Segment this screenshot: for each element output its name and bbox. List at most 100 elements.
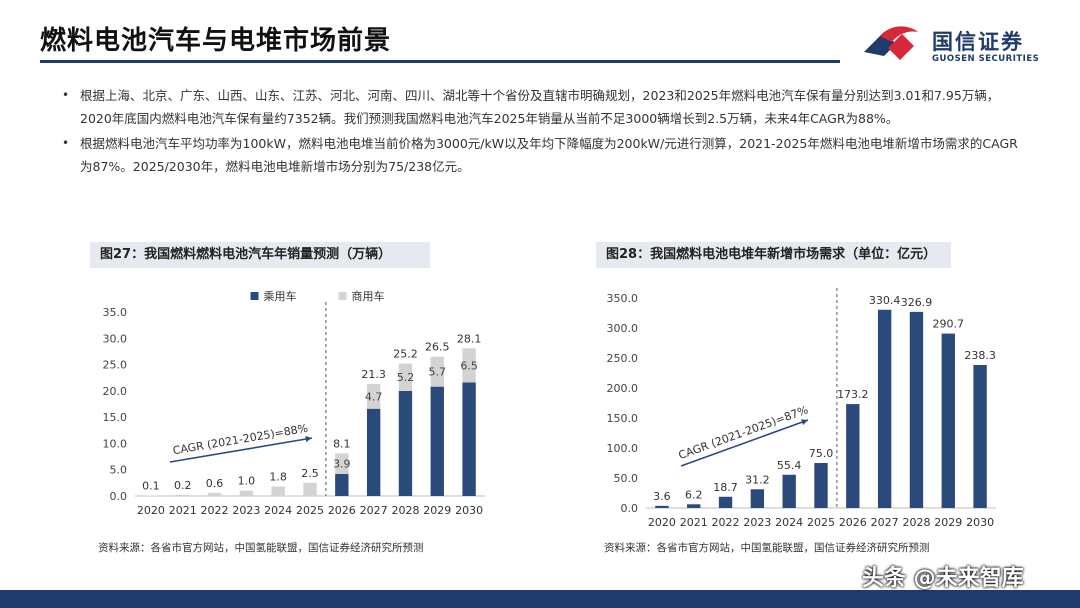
- x-tick-label: 2024: [775, 516, 803, 529]
- bar: [846, 404, 860, 508]
- bar-segment: [335, 473, 349, 496]
- segment-label: 6.5: [460, 359, 478, 372]
- segment-label: 5.7: [429, 366, 447, 379]
- bar: [718, 496, 733, 508]
- y-tick-label: 30.0: [103, 332, 128, 345]
- x-tick-label: 2029: [934, 516, 962, 529]
- bullet-text: 根据上海、北京、广东、山西、山东、江苏、河北、河南、四川、湖北等十个省份及直辖市…: [80, 88, 1000, 126]
- x-tick-label: 2027: [871, 516, 899, 529]
- segment-label: 3.9: [333, 458, 351, 471]
- x-tick-label: 2020: [137, 504, 165, 517]
- data-label: 1.0: [238, 475, 256, 488]
- data-label: 290.7: [933, 318, 965, 331]
- bar-segment: [271, 486, 285, 496]
- bar: [782, 474, 796, 508]
- data-label: 0.6: [206, 477, 224, 490]
- x-tick-label: 2028: [902, 516, 930, 529]
- bar-segment: [239, 490, 254, 496]
- data-label: 326.9: [901, 296, 933, 309]
- x-tick-label: 2021: [680, 516, 708, 529]
- data-label: 75.0: [809, 447, 834, 460]
- x-tick-label: 2023: [743, 516, 771, 529]
- chart-28-caption: 图28：我国燃料电池电堆年新增市场需求（单位：亿元）: [596, 242, 951, 268]
- guosen-logo: 国信证券 GUOSEN SECURITIES: [858, 22, 1068, 68]
- data-label: 31.2: [745, 473, 770, 486]
- data-label: 238.3: [964, 349, 996, 362]
- y-tick-label: 0.0: [621, 502, 639, 515]
- data-label: 28.1: [457, 332, 482, 345]
- data-label: 8.1: [333, 437, 351, 450]
- y-tick-label: 0.0: [110, 490, 128, 503]
- y-tick-label: 350.0: [607, 292, 639, 305]
- x-tick-label: 2023: [232, 504, 260, 517]
- bullet-item: • 根据上海、北京、广东、山西、山东、江苏、河北、河南、四川、湖北等十个省份及直…: [62, 84, 1027, 130]
- y-tick-label: 35.0: [103, 306, 128, 319]
- data-label: 26.5: [425, 341, 450, 354]
- guosen-logo-icon: [864, 26, 918, 60]
- bar-segment: [398, 363, 413, 391]
- bar-segment: [335, 453, 349, 474]
- page-title: 燃料电池汽车与电堆市场前景: [40, 26, 392, 56]
- data-label: 6.2: [685, 488, 703, 501]
- y-tick-label: 25.0: [103, 359, 128, 372]
- y-tick-label: 250.0: [607, 352, 639, 365]
- bar-segment: [462, 348, 476, 383]
- data-label: 18.7: [713, 481, 738, 494]
- x-tick-label: 2021: [169, 504, 197, 517]
- y-tick-label: 150.0: [607, 412, 639, 425]
- bar-segment: [366, 408, 381, 496]
- data-label: 330.4: [869, 294, 901, 307]
- cagr-arrow: [169, 437, 313, 463]
- bar: [655, 505, 669, 508]
- bar: [973, 365, 987, 508]
- x-tick-label: 2028: [391, 504, 419, 517]
- y-tick-label: 100.0: [607, 442, 639, 455]
- chart-27-source: 资料来源：各省市官方网站，中国氢能联盟，国信证券经济研究所预测: [98, 542, 424, 554]
- x-tick-label: 2024: [264, 504, 292, 517]
- chart-27-caption: 图27：我国燃料燃料电池汽车年销量预测（万辆）: [90, 242, 430, 268]
- x-tick-label: 2029: [423, 504, 451, 517]
- watermark: 头条 @未来智库: [862, 566, 1024, 591]
- bullet-list: • 根据上海、北京、广东、山西、山东、江苏、河北、河南、四川、湖北等十个省份及直…: [62, 84, 1027, 180]
- bar-segment: [176, 494, 190, 496]
- x-tick-label: 2027: [360, 504, 388, 517]
- data-label: 25.2: [393, 348, 418, 361]
- data-label: 21.3: [361, 368, 386, 381]
- cagr-arrow: [680, 419, 809, 467]
- y-tick-label: 5.0: [110, 464, 128, 477]
- y-tick-label: 50.0: [614, 472, 639, 485]
- x-tick-label: 2022: [201, 504, 229, 517]
- y-tick-label: 200.0: [607, 382, 639, 395]
- bar-segment: [366, 384, 381, 409]
- logo-subtext: GUOSEN SECURITIES: [932, 54, 1040, 64]
- bar-segment: [144, 495, 158, 496]
- bar-segment: [303, 482, 317, 496]
- bar: [750, 489, 765, 508]
- bar: [877, 309, 892, 508]
- y-tick-label: 20.0: [103, 385, 128, 398]
- legend-swatch: [250, 292, 259, 300]
- data-label: 2.5: [301, 467, 319, 480]
- data-label: 55.4: [777, 459, 802, 472]
- legend-label: 商用车: [352, 289, 385, 303]
- segment-label: 5.2: [397, 371, 415, 384]
- legend-swatch: [338, 292, 347, 300]
- data-label: 173.2: [837, 388, 869, 401]
- cagr-arrow-head: [801, 419, 808, 426]
- title-rule: [40, 60, 840, 63]
- data-label: 3.6: [653, 490, 671, 503]
- y-tick-label: 15.0: [103, 411, 128, 424]
- y-tick-label: 300.0: [607, 322, 639, 335]
- bullet-dot: •: [62, 136, 70, 150]
- x-tick-label: 2026: [839, 516, 867, 529]
- x-tick-label: 2025: [807, 516, 835, 529]
- x-tick-label: 2030: [455, 504, 483, 517]
- bar-segment: [430, 386, 444, 496]
- bar-segment: [462, 382, 476, 496]
- x-tick-label: 2030: [966, 516, 994, 529]
- bullet-dot: •: [62, 88, 70, 102]
- chart-27: 0.0 5.0 10.0 15.0 20.0 25.0 30.0 35.0 2020 2021 20…: [103, 289, 485, 517]
- legend-label: 乘用车: [264, 289, 297, 303]
- data-label: 0.1: [142, 479, 160, 492]
- x-tick-label: 2020: [648, 516, 676, 529]
